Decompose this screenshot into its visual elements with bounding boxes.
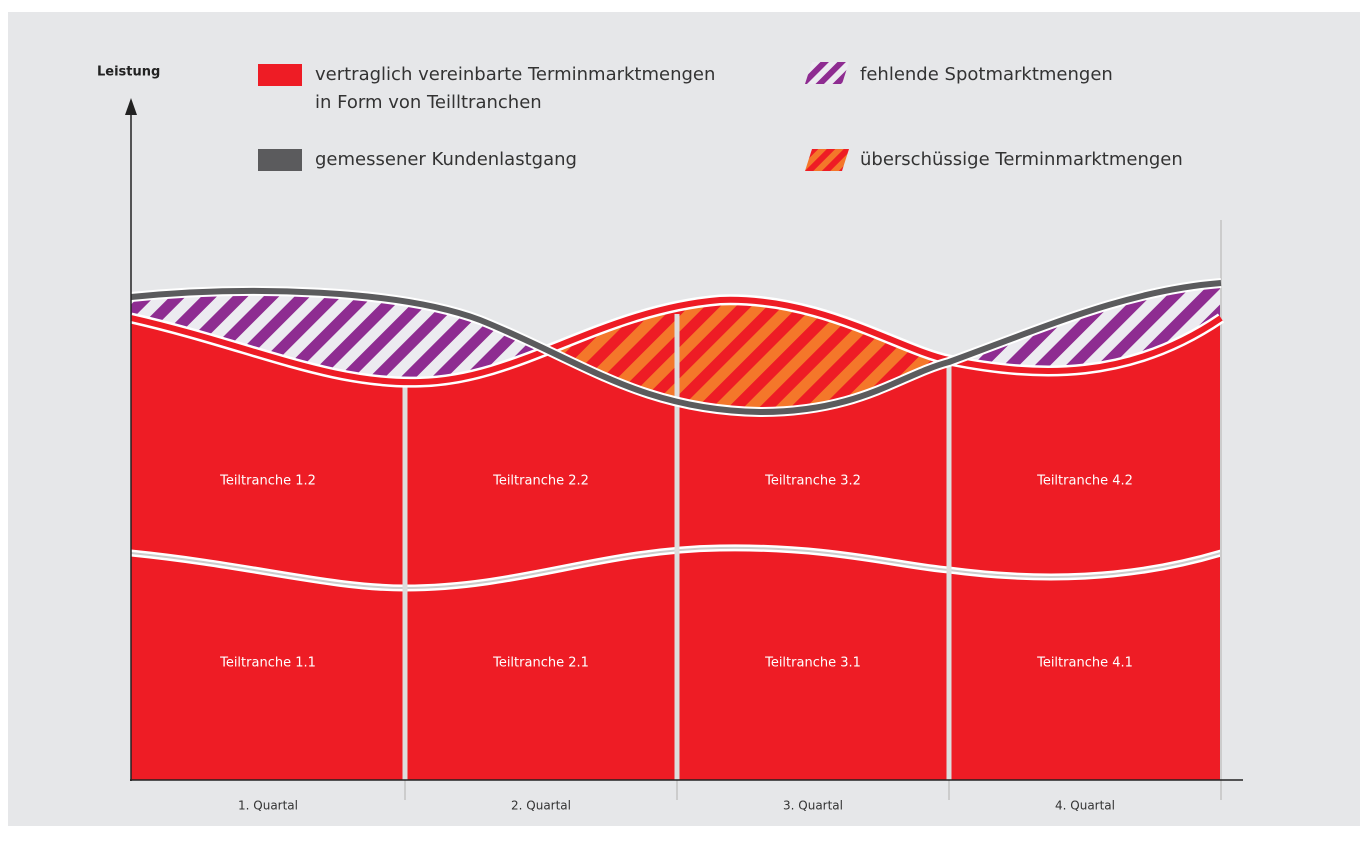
legend-swatch [805, 62, 849, 84]
load-line [130, 280, 1222, 416]
legend-label: gemessener Kundenlastgang [315, 149, 577, 170]
tranche-label: Teiltranche 2.2 [492, 474, 589, 489]
tranche-label: Teiltranche 2.1 [492, 656, 589, 671]
legend-label: überschüssige Terminmarktmengen [860, 149, 1183, 170]
tranche-label: Teiltranche 3.2 [764, 474, 861, 489]
tranche-label: Teiltranche 4.1 [1036, 656, 1133, 671]
quarter-label: 2. Quartal [511, 799, 571, 813]
tranche-label: Teiltranche 1.1 [219, 656, 316, 671]
y-arrow [125, 98, 137, 115]
legend-swatch [805, 149, 849, 171]
legend-label: fehlende Spotmarktmengen [860, 64, 1113, 85]
tranche-label: Teiltranche 4.2 [1036, 474, 1133, 489]
legend-label: in Form von Teilltranchen [315, 92, 542, 113]
tranche-label: Teiltranche 3.1 [764, 656, 861, 671]
legend-swatch [258, 149, 302, 171]
seams [130, 220, 1222, 800]
axis-label: Leistung [97, 65, 160, 80]
contract-line [130, 296, 1223, 386]
legend-label: vertraglich vereinbarte Terminmarktmenge… [315, 64, 715, 85]
tranche-label: Teiltranche 1.2 [219, 474, 316, 489]
quarter-label: 4. Quartal [1055, 799, 1115, 813]
legend-swatch [258, 64, 302, 86]
quarter-label: 3. Quartal [783, 799, 843, 813]
quarter-label: 1. Quartal [238, 799, 298, 813]
